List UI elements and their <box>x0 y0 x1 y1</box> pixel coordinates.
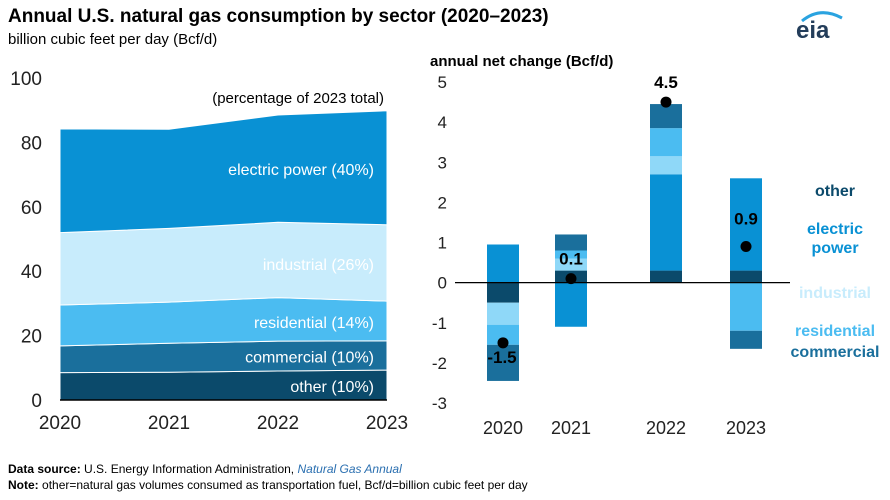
logo-arc <box>801 11 843 23</box>
source-line: Data source: U.S. Energy Information Adm… <box>8 461 528 477</box>
legend-other: other <box>815 183 855 200</box>
y-tick-label: 0 <box>31 391 42 412</box>
bar-commercial <box>487 344 519 381</box>
bar-electric-power <box>487 244 519 283</box>
net-change-point <box>660 96 672 108</box>
net-change-point <box>497 337 509 349</box>
area-label-commercial: commercial (10%) <box>245 349 374 366</box>
y-tick-label: 1 <box>438 234 447 253</box>
x-tick-label: 2021 <box>148 413 190 434</box>
source-label: Data source: <box>8 462 81 476</box>
y-tick-label: 4 <box>438 113 447 132</box>
chart-title: Annual U.S. natural gas consumption by s… <box>8 6 549 27</box>
x-tick-label: 2020 <box>483 418 523 438</box>
bar-residential <box>650 128 682 157</box>
y-tick-label: 0 <box>438 274 447 293</box>
legend-line: industrial <box>799 285 871 302</box>
eia-logo: eia <box>796 11 843 44</box>
note-label: Note: <box>8 478 39 492</box>
y-axis-title: annual net change (Bcf/d) <box>430 53 613 70</box>
bar-electric-power <box>650 174 682 271</box>
legend-industrial: industrial <box>799 285 871 302</box>
bar-industrial <box>555 258 587 271</box>
bar-electric-power <box>730 178 762 271</box>
bar-industrial <box>650 156 682 175</box>
net-change-label: 0.1 <box>559 250 583 269</box>
y-tick-label: 5 <box>438 73 447 92</box>
x-tick-label: 2020 <box>39 413 81 434</box>
bar-commercial <box>650 104 682 129</box>
y-tick-label: 100 <box>10 69 42 90</box>
legend-line: power <box>811 240 858 257</box>
legend-line: other <box>815 183 855 200</box>
y-tick-label: 2 <box>438 193 447 212</box>
net-change-label: -1.5 <box>487 348 516 367</box>
area-label-other: other (10%) <box>290 379 374 396</box>
x-tick-label: 2022 <box>257 413 299 434</box>
y-tick-label: 3 <box>438 153 447 172</box>
net-change-point <box>565 273 577 285</box>
right-bar-chart: annual net change (Bcf/d) -3 -2 -1 0 1 2 3 4 5 202… <box>430 53 879 438</box>
x-tick-label: 2021 <box>551 418 591 438</box>
legend-line: commercial <box>791 344 880 361</box>
x-tick-label: 2022 <box>646 418 686 438</box>
legend-line: electric <box>807 221 863 238</box>
bar-electric-power <box>555 282 587 327</box>
bar-other <box>650 270 682 283</box>
area-label-electric-power: electric power (40%) <box>228 162 374 179</box>
bar-other <box>487 282 519 303</box>
legend-commercial: commercial <box>791 344 880 361</box>
legend-residential: residential <box>795 323 875 340</box>
net-change-label: 4.5 <box>654 73 678 92</box>
logo-text: eia <box>796 17 830 44</box>
chart-subtitle: billion cubic feet per day (Bcf/d) <box>8 31 218 48</box>
bar-residential <box>730 282 762 331</box>
x-tick-label: 2023 <box>726 418 766 438</box>
note-line: Note: other=natural gas volumes consumed… <box>8 477 528 493</box>
source-text: U.S. Energy Information Administration, <box>84 462 295 476</box>
note-text: other=natural gas volumes consumed as tr… <box>42 478 528 492</box>
y-tick-label: 40 <box>21 262 42 283</box>
net-change-label: 0.9 <box>734 210 758 229</box>
area-electric-power <box>59 110 388 234</box>
y-tick-label: 20 <box>21 327 42 348</box>
bar-residential <box>487 324 519 345</box>
bar-commercial <box>730 330 762 349</box>
bar-commercial <box>555 234 587 251</box>
y-tick-label: -2 <box>432 354 447 373</box>
net-change-point <box>740 241 752 253</box>
bar-residential <box>555 250 587 259</box>
source-link[interactable]: Natural Gas Annual <box>297 462 402 476</box>
y-tick-label: -3 <box>432 394 447 413</box>
area-label-industrial: industrial (26%) <box>263 257 374 274</box>
footer: Data source: U.S. Energy Information Adm… <box>8 461 528 493</box>
y-tick-label: 80 <box>21 133 42 154</box>
legend-electric-power: electric power <box>807 221 863 257</box>
y-tick-label: 60 <box>21 198 42 219</box>
left-area-chart: 0 20 40 60 80 100 2020 2021 2022 2023 other (10%) c… <box>10 69 408 434</box>
area-annotation: (percentage of 2023 total) <box>212 90 384 107</box>
legend-line: residential <box>795 323 875 340</box>
y-tick-label: -1 <box>432 314 447 333</box>
x-tick-label: 2023 <box>366 413 408 434</box>
bar-industrial <box>487 302 519 325</box>
bar-other <box>730 270 762 283</box>
area-label-residential: residential (14%) <box>254 315 374 332</box>
